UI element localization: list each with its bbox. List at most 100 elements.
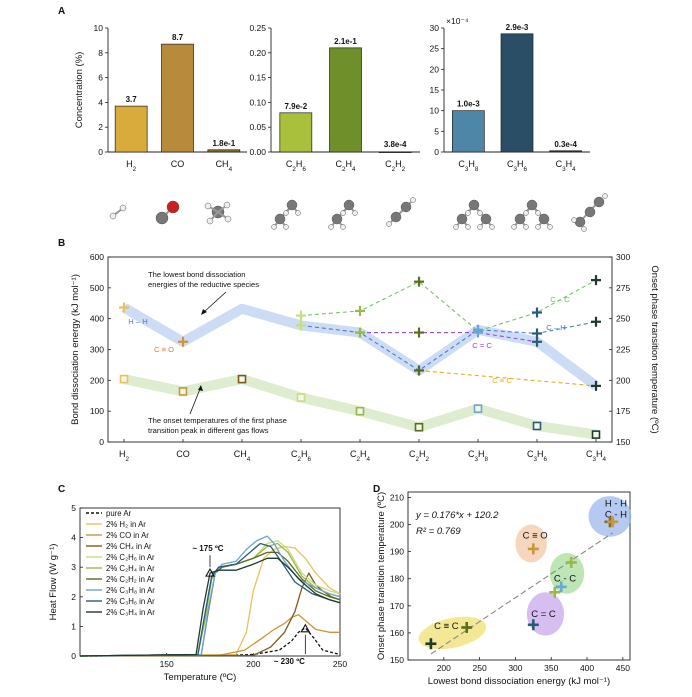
d-y-tick-label: 160	[390, 628, 404, 638]
panel-a-bar-charts: Concentration (%) 0 2 4 6 8 10 3.7 H2 8.7 CO 1.8e-1…	[74, 16, 590, 173]
b-x-tick-label: C2H4	[350, 449, 371, 463]
a-category-label: C2H6	[286, 159, 307, 173]
atom	[523, 224, 529, 230]
d-x-tick-label: 400	[580, 663, 594, 673]
atom	[271, 224, 277, 230]
a-ytick-label: 0.10	[249, 97, 266, 107]
d-frame	[407, 491, 631, 661]
d-x-tick-label: 350	[544, 663, 558, 673]
a-bar	[161, 43, 194, 153]
atom	[410, 197, 416, 203]
b-x-tick-label: C3H8	[468, 449, 489, 463]
b-annotation-arrow	[189, 388, 201, 415]
a-ytick-label: 0.05	[249, 122, 266, 132]
c-series-line	[79, 572, 341, 657]
c-annotation-marker	[300, 623, 311, 633]
b-onset-point	[178, 387, 188, 396]
atom	[155, 211, 169, 225]
atom	[535, 224, 541, 230]
atom	[283, 210, 289, 216]
a-ytick-label: 8	[98, 48, 103, 58]
a-scale-note: ×10⁻⁴	[446, 16, 469, 26]
b-onset-point	[237, 374, 247, 384]
a-category-label: C3H6	[507, 159, 528, 173]
d-xlabel: Lowest bond dissociation energy (kJ mol⁻…	[428, 676, 610, 687]
a-ytick-label: 0.15	[249, 73, 266, 83]
d-group-label: C ≡ C	[434, 621, 459, 632]
c-series-line	[79, 545, 341, 657]
a-category-label: H2	[126, 159, 137, 173]
atom	[386, 221, 392, 227]
c-annotation-marker	[205, 568, 215, 577]
d-group-label: H - H	[605, 498, 627, 509]
atom	[489, 224, 495, 230]
a-data-label: 7.9e-2	[284, 102, 307, 111]
c-series-line	[79, 557, 341, 657]
atom	[511, 224, 517, 230]
atom	[574, 216, 586, 228]
c-x-tick-label: 200	[246, 659, 260, 669]
c-y-tick-label: 4	[71, 533, 76, 543]
a-data-label: 3.8e-4	[384, 140, 407, 149]
b-left-tick-label: 0	[99, 437, 104, 447]
a-data-label: 1.0e-3	[457, 100, 480, 109]
a-bar	[279, 112, 313, 153]
a-bar	[451, 110, 485, 153]
panel-b-line-chart: 0 100 200 300 400 500 600 150 175 200 225 250 275 300…	[70, 252, 660, 463]
a-ytick-label: 25	[430, 44, 440, 54]
b-onset-point	[473, 404, 483, 414]
panel-label-b: B	[58, 238, 65, 249]
c-y-tick-label: 5	[71, 503, 76, 513]
b-onset-point	[532, 421, 542, 431]
atom	[480, 213, 492, 225]
a-ytick-label: 5	[434, 126, 439, 136]
a-ytick-label: 0.20	[249, 48, 266, 58]
atom	[523, 210, 529, 216]
c-x-tick-label: 150	[160, 659, 174, 669]
b-x-tick-label: CO	[176, 449, 190, 459]
d-x-tick-label: 200	[437, 663, 451, 673]
a-ytick-label: 4	[98, 97, 103, 107]
d-y-tick-label: 190	[390, 547, 404, 557]
a-category-label: C2H4	[335, 159, 356, 173]
b-onset-point	[591, 430, 601, 439]
c-y-tick-label: 0	[71, 651, 76, 661]
a-category-label: C3H8	[458, 159, 479, 173]
atom	[456, 213, 468, 225]
b-x-tick-label: C3H6	[527, 449, 548, 463]
d-y-tick-label: 200	[390, 520, 404, 530]
atom	[166, 200, 180, 214]
c-legend-label: 2% C₂H₂ in Ar	[106, 575, 155, 584]
panel-label-c: C	[58, 484, 65, 495]
atom	[571, 217, 577, 223]
atom	[206, 217, 214, 225]
b-annotation-arrowhead	[201, 309, 207, 315]
c-x-tick-label: 250	[333, 659, 347, 669]
d-fit-r2: R² = 0.769	[416, 526, 461, 537]
a-bar	[329, 47, 362, 153]
atom	[274, 213, 286, 225]
atom	[340, 210, 346, 216]
atom	[584, 206, 596, 218]
atom	[465, 210, 471, 216]
b-annotation-top: energies of the reductive species	[148, 280, 259, 289]
b-annotation-bottom: transition peak in different gas flows	[148, 426, 269, 435]
b-x-tick-label: CH4	[234, 449, 251, 463]
c-legend-label: 2% CH₄ in Ar	[106, 542, 152, 551]
d-group-label: C = C	[531, 609, 556, 620]
b-bond-series-line	[418, 369, 597, 387]
atom	[477, 210, 483, 216]
b-x-tick-label: H2	[119, 449, 130, 463]
d-x-tick-label: 250	[473, 663, 487, 673]
atom	[602, 193, 608, 199]
c-legend-label: 2% C₂H₄ in Ar	[106, 564, 155, 573]
c-legend-label: pure Ar	[106, 509, 132, 518]
c-annotation-label: ~ 175 ºC	[192, 544, 223, 553]
a-category-label: CH4	[216, 159, 233, 173]
a-ytick-label: 0.00	[249, 147, 266, 157]
c-legend-label: 2% CO in Ar	[106, 531, 149, 540]
d-fit-line	[430, 532, 614, 655]
a-ytick-label: 10	[94, 23, 104, 33]
a-category-label: C3H4	[556, 159, 577, 173]
b-onset-point	[414, 422, 424, 432]
